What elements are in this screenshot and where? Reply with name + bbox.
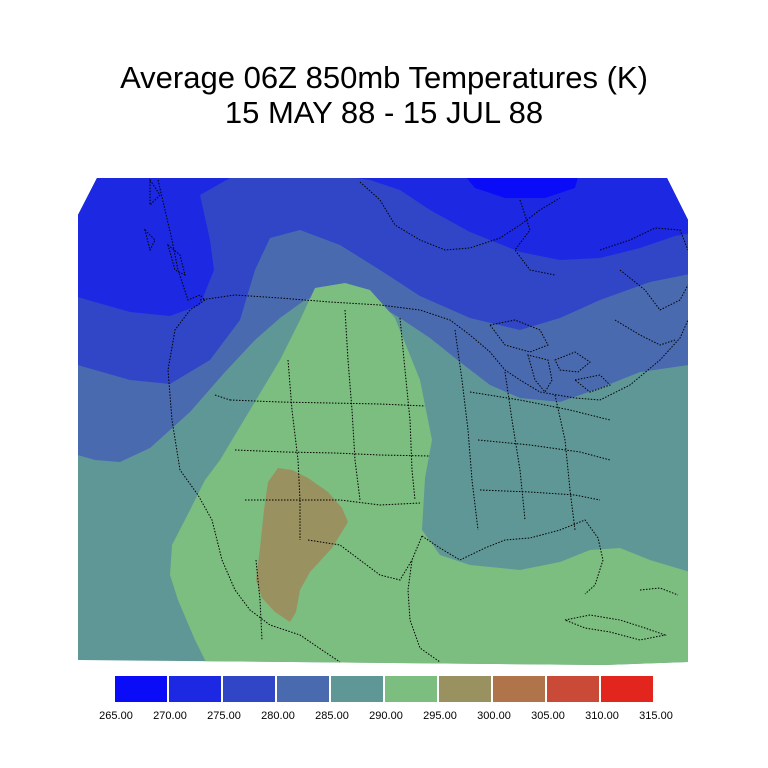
legend-swatch-300-305 — [493, 676, 545, 702]
legend-swatch-275-280 — [223, 676, 275, 702]
legend-tick-label: 280.00 — [261, 710, 295, 722]
legend-tick-label: 270.00 — [153, 710, 187, 722]
legend-tick-label: 315.00 — [639, 710, 673, 722]
chart-title-line2: 15 MAY 88 - 15 JUL 88 — [224, 95, 544, 130]
coastlines — [144, 178, 688, 663]
legend-tick-label: 290.00 — [369, 710, 403, 722]
legend-swatch-285-290 — [331, 676, 383, 702]
legend-swatch-270-275 — [169, 676, 221, 702]
band-270-275 — [78, 178, 688, 316]
legend-tick-label: 300.00 — [477, 710, 511, 722]
legend-swatch-280-285 — [277, 676, 329, 702]
legend-swatch-305-310 — [547, 676, 599, 702]
legend-tick-label: 265.00 — [99, 710, 133, 722]
legend-swatch-265-270 — [115, 676, 167, 702]
band-295-300 — [256, 468, 348, 622]
legend-tick-label: 275.00 — [207, 710, 241, 722]
legend-tick-label: 310.00 — [585, 710, 619, 722]
legend-tick-label: 295.00 — [423, 710, 457, 722]
legend-swatch-290-295 — [385, 676, 437, 702]
legend-swatch-295-300 — [439, 676, 491, 702]
legend-tick-label: 285.00 — [315, 710, 349, 722]
color-legend — [115, 676, 653, 702]
legend-tick-label: 305.00 — [531, 710, 565, 722]
band-265-270 — [460, 178, 580, 198]
legend-swatch-310-315 — [601, 676, 653, 702]
chart-title-line1: Average 06Z 850mb Temperatures (K) — [120, 60, 648, 95]
